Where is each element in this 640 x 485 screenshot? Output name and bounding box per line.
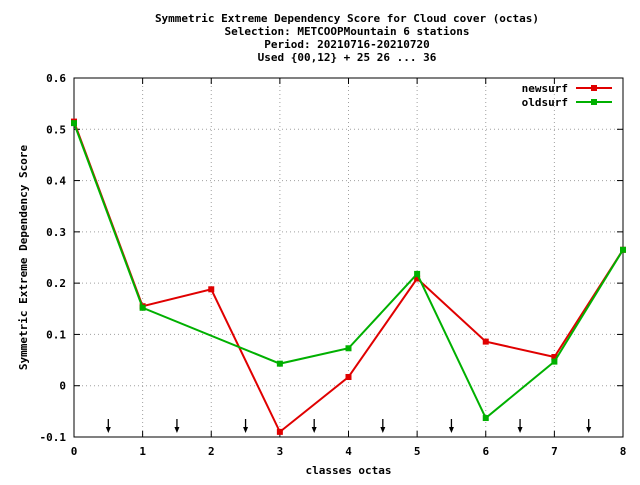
x-tick-label: 7 <box>551 445 558 458</box>
x-tick-label: 6 <box>482 445 489 458</box>
data-point <box>276 360 283 367</box>
x-tick-label: 8 <box>620 445 627 458</box>
y-tick-label: -0.1 <box>40 431 67 444</box>
data-point <box>414 270 421 277</box>
x-tick-label: 0 <box>71 445 78 458</box>
series-line <box>73 122 624 420</box>
data-point <box>551 358 558 365</box>
x-tick-label: 5 <box>414 445 421 458</box>
down-arrow-icon <box>243 419 249 433</box>
down-arrow-icon <box>586 419 592 433</box>
y-axis-label: Symmetric Extreme Dependency Score <box>17 145 30 371</box>
down-arrow-icon <box>105 419 111 433</box>
data-point <box>345 345 352 352</box>
y-tick-label: 0.4 <box>46 175 66 188</box>
chart-title-line: Period: 20210716-20210720 <box>264 38 430 51</box>
legend-label: oldsurf <box>522 96 568 109</box>
down-arrow-icon <box>448 419 454 433</box>
data-point <box>620 246 626 253</box>
x-tick-label: 2 <box>208 445 215 458</box>
data-point <box>414 275 421 282</box>
data-point <box>551 353 558 360</box>
data-point <box>276 428 283 435</box>
chart-title-line: Selection: METCOOPMountain 6 stations <box>224 25 469 38</box>
data-point <box>139 304 146 311</box>
x-tick-label: 3 <box>277 445 284 458</box>
chart-title: Symmetric Extreme Dependency Score for C… <box>155 12 539 64</box>
down-arrow-icon <box>380 419 386 433</box>
y-tick-label: 0.2 <box>46 277 66 290</box>
data-point <box>482 415 489 422</box>
plot-frame <box>73 77 624 438</box>
grid <box>74 78 623 437</box>
y-tick-label: 0.5 <box>46 123 66 136</box>
arrow-markers <box>105 419 592 433</box>
x-tick-label: 4 <box>345 445 352 458</box>
legend-swatch-marker <box>591 99 597 105</box>
x-tick-label: 1 <box>139 445 146 458</box>
y-tick-label: 0.6 <box>46 72 66 85</box>
x-axis-label: classes octas <box>305 464 391 477</box>
data-point <box>71 120 77 127</box>
series-line <box>73 121 624 434</box>
legend-swatch-marker <box>591 85 597 91</box>
y-tick-label: 0 <box>59 380 66 393</box>
data-point <box>208 286 215 293</box>
series-oldsurf <box>71 120 626 422</box>
y-tick-label: 0.1 <box>46 328 66 341</box>
down-arrow-icon <box>517 419 523 433</box>
y-tick-label: 0.3 <box>46 226 66 239</box>
down-arrow-icon <box>311 419 317 433</box>
series-layer <box>71 118 626 435</box>
chart-title-line: Symmetric Extreme Dependency Score for C… <box>155 12 539 25</box>
down-arrow-icon <box>174 419 180 433</box>
data-point <box>482 338 489 345</box>
axis-ticks: 0 1 2 3 4 5 6 7 8 -0.1 0 0.1 0.2 0.3 0.4 0.5 0.6 <box>40 72 627 458</box>
legend-label: newsurf <box>522 82 568 95</box>
data-point <box>345 373 352 380</box>
chart-title-line: Used {00,12} + 25 26 ... 36 <box>258 51 437 64</box>
